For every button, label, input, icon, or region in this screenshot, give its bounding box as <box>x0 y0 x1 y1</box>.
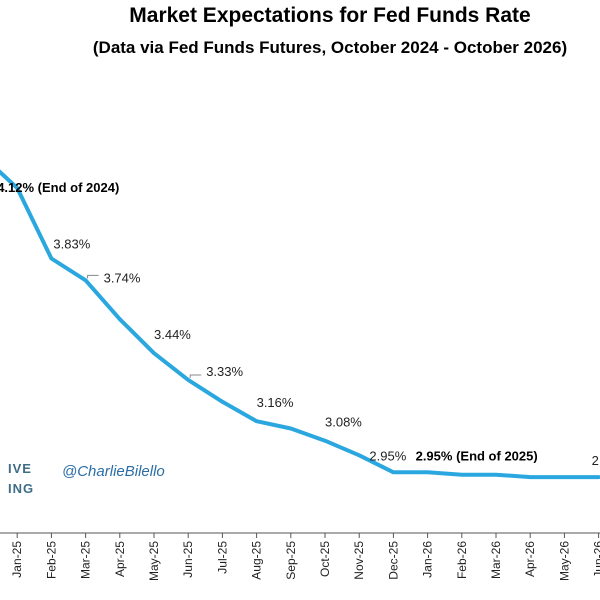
data-label: 3.44% <box>154 327 191 342</box>
series-line-layer <box>0 169 600 480</box>
x-tick-label: Apr-25 <box>113 541 127 577</box>
x-tick-label: Feb-25 <box>44 541 58 579</box>
data-label: 2.95% <box>369 448 406 463</box>
x-axis-ticks: Jan-25 Feb-25 Mar-25 Apr-25 May-25 Jun-25 Jul-… <box>10 533 600 581</box>
data-label: 2.95% (End of 2025) <box>416 448 538 463</box>
label-leader-line <box>189 374 202 378</box>
data-label: 3.74% <box>104 270 141 285</box>
data-label: 2.9 <box>592 453 600 468</box>
chart-title: Market Expectations for Fed Funds Rate <box>129 4 531 27</box>
x-tick-label: Jun-25 <box>181 541 195 578</box>
series-line <box>0 169 600 480</box>
brand-logo-text-1: IVE <box>8 461 32 476</box>
x-tick-label: Feb-26 <box>455 541 469 579</box>
x-tick-label: Apr-26 <box>523 541 537 577</box>
watermark: IVE ING @CharlieBilello <box>8 461 165 496</box>
x-tick-label: Jun-26 <box>592 541 600 578</box>
x-tick-label: Jan-25 <box>10 541 24 578</box>
x-tick-label: Dec-25 <box>386 541 400 580</box>
x-tick-label: Oct-25 <box>318 541 332 577</box>
data-label: 4.12% (End of 2024) <box>0 180 119 195</box>
brand-logo-text-2: ING <box>8 481 34 496</box>
data-label: 3.33% <box>206 364 243 379</box>
data-label: 3.83% <box>53 236 90 251</box>
x-tick-label: Jan-26 <box>421 541 435 578</box>
x-tick-label: Nov-25 <box>352 541 366 580</box>
twitter-handle: @CharlieBilello <box>62 463 165 480</box>
x-tick-label: Mar-25 <box>79 541 93 579</box>
data-labels: %4.12% (End of 2024)3.83%3.74%3.44%3.33%… <box>0 180 600 468</box>
x-tick-label: May-26 <box>557 541 571 581</box>
data-label: 3.16% <box>257 395 294 410</box>
data-label: 3.08% <box>325 415 362 430</box>
x-tick-label: Jul-25 <box>215 541 229 574</box>
x-tick-label: Aug-25 <box>250 541 264 580</box>
label-leader-line <box>87 274 99 279</box>
x-tick-label: Sep-25 <box>284 541 298 580</box>
x-tick-label: May-25 <box>147 541 161 581</box>
x-tick-label: Mar-26 <box>489 541 503 579</box>
chart-subtitle: (Data via Fed Funds Futures, October 202… <box>92 38 568 57</box>
